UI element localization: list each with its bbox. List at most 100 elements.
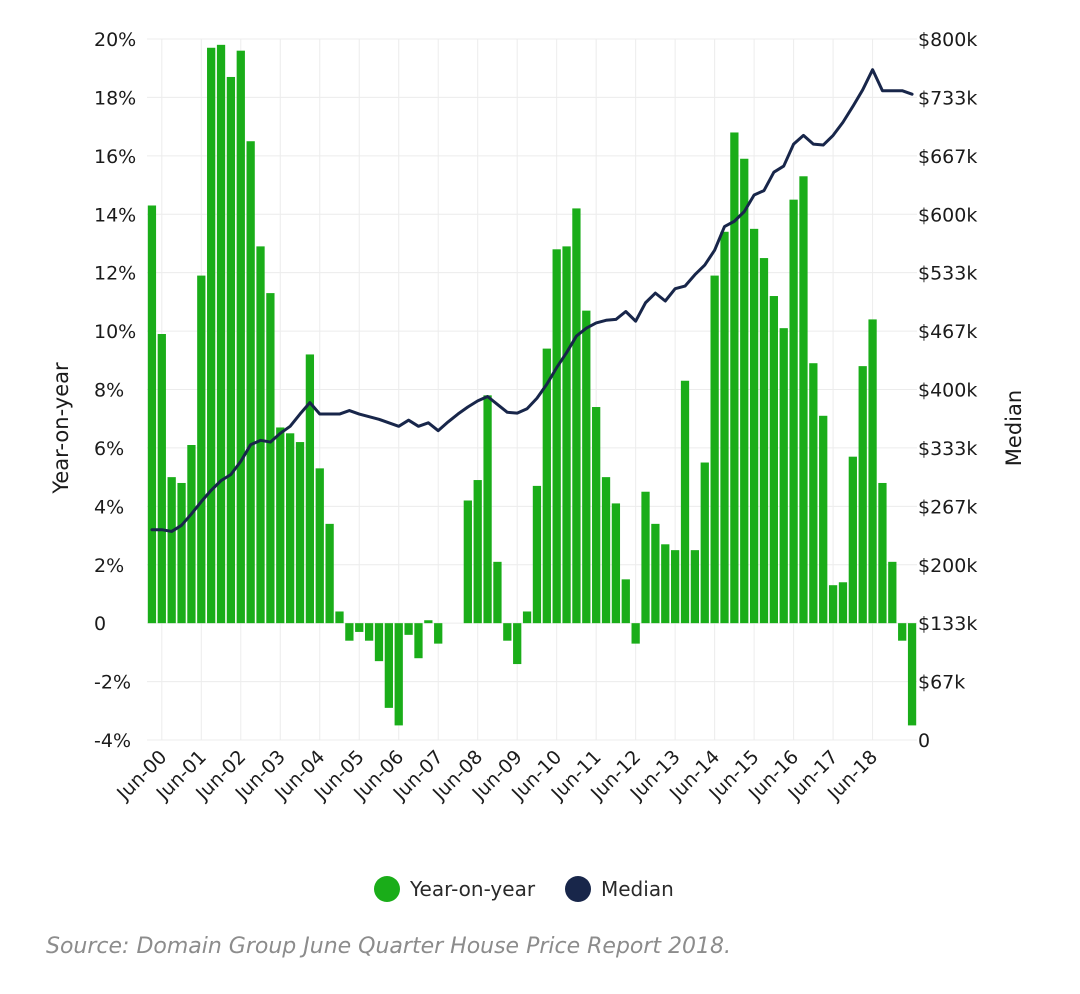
yoy-bar (661, 544, 670, 624)
yoy-bar (819, 415, 828, 624)
yoy-bar (335, 611, 344, 624)
yoy-bar (700, 462, 709, 624)
right-axis-title: Median (1002, 390, 1026, 466)
right-tick-label: $267k (918, 496, 977, 518)
yoy-bar (355, 623, 364, 632)
yoy-bar (305, 354, 315, 624)
source-note: Source: Domain Group June Quarter House … (46, 934, 732, 959)
yoy-bar (779, 328, 788, 624)
yoy-bar (690, 550, 700, 624)
yoy-bar (641, 491, 650, 624)
right-tick-label: $200k (918, 555, 977, 577)
left-tick-label: 0 (94, 613, 106, 635)
right-tick-label: $467k (918, 321, 977, 343)
yoy-bar (266, 293, 275, 624)
yoy-bar (295, 442, 305, 624)
yoy-bar (167, 477, 176, 624)
yoy-bar (513, 623, 522, 665)
yoy-bar (740, 158, 749, 624)
left-tick-label: -2% (94, 672, 131, 694)
yoy-bar (473, 480, 482, 624)
right-tick-label: $133k (918, 613, 977, 635)
right-tick-label: $667k (918, 146, 977, 168)
yoy-bar (532, 485, 542, 624)
yoy-bar (207, 47, 216, 624)
left-tick-label: 2% (94, 555, 124, 577)
left-tick-label: 6% (94, 438, 124, 460)
yoy-bar (858, 366, 867, 624)
yoy-bar (542, 348, 551, 624)
yoy-bar (848, 456, 857, 624)
yoy-bar (809, 363, 818, 624)
left-axis-title: Year-on-year (49, 362, 73, 495)
yoy-bar (374, 623, 384, 662)
yoy-bar (276, 427, 285, 624)
right-tick-label: $533k (918, 263, 977, 285)
yoy-bar (592, 407, 601, 624)
yoy-bar (147, 205, 157, 624)
yoy-bar (878, 482, 887, 624)
yoy-bar (680, 380, 690, 624)
left-tick-label: 12% (94, 263, 136, 285)
yoy-bar (730, 132, 739, 624)
yoy-bar (226, 76, 236, 624)
median-line (150, 68, 914, 533)
yoy-bar (157, 334, 166, 624)
yoy-bar (325, 523, 334, 624)
yoy-bar (888, 561, 897, 624)
right-tick-label: $800k (918, 29, 977, 51)
yoy-bar (493, 561, 502, 624)
legend-median-label[interactable]: Median (601, 877, 674, 901)
right-axis-ticks: 0 $67k $133k $200k $267k $333k $400k $467k $533k… (918, 29, 977, 752)
yoy-bar (720, 231, 729, 624)
yoy-bar (216, 44, 226, 624)
yoy-bar (671, 550, 680, 624)
yoy-bar (789, 199, 798, 624)
yoy-bar (315, 468, 324, 624)
right-tick-label: 0 (918, 730, 930, 752)
yoy-bar (582, 310, 591, 624)
yoy-bar (759, 258, 769, 624)
yoy-bar (364, 623, 374, 641)
yoy-bar (769, 296, 778, 624)
yoy-bar (522, 611, 532, 624)
legend-median-marker[interactable] (565, 876, 591, 902)
yoy-bar (572, 208, 581, 624)
yoy-bar (710, 275, 719, 624)
legend-yoy-marker[interactable] (374, 876, 400, 902)
yoy-bar (621, 579, 630, 624)
x-axis-ticks: Jun-00Jun-01Jun-02Jun-03Jun-04Jun-05Jun-… (112, 746, 882, 805)
yoy-bar (838, 582, 848, 624)
yoy-bar (256, 246, 265, 624)
yoy-bar (197, 275, 206, 624)
right-tick-label: $67k (918, 672, 965, 694)
left-axis-ticks: -4% -2% 0 2% 4% 6% 8% 10% 12% 14% 16% 18% 20% (94, 29, 136, 752)
left-tick-label: 16% (94, 146, 136, 168)
legend: Year-on-year Median (374, 876, 674, 902)
left-tick-label: -4% (94, 730, 131, 752)
yoy-bar (631, 623, 640, 644)
legend-yoy-label[interactable]: Year-on-year (409, 877, 536, 901)
left-tick-label: 18% (94, 87, 136, 109)
median-line-layer (150, 68, 914, 533)
yoy-bar (384, 623, 393, 708)
yoy-bar (424, 620, 433, 624)
yoy-bar (246, 141, 255, 624)
yoy-bar (828, 585, 838, 624)
yoy-bar (286, 433, 295, 624)
left-tick-label: 10% (94, 321, 136, 343)
right-tick-label: $733k (918, 87, 977, 109)
yoy-bar (345, 623, 354, 641)
yoy-bar (552, 249, 561, 624)
yoy-bar (799, 176, 808, 624)
yoy-bar (868, 319, 877, 624)
yoy-bar (651, 523, 660, 624)
left-tick-label: 20% (94, 29, 136, 51)
year-on-year-bars (147, 44, 917, 726)
yoy-bar (601, 477, 611, 624)
yoy-bar (177, 482, 186, 624)
yoy-bar (907, 623, 917, 726)
yoy-bar (187, 445, 196, 624)
left-tick-label: 14% (94, 204, 136, 226)
yoy-bar (562, 246, 571, 624)
